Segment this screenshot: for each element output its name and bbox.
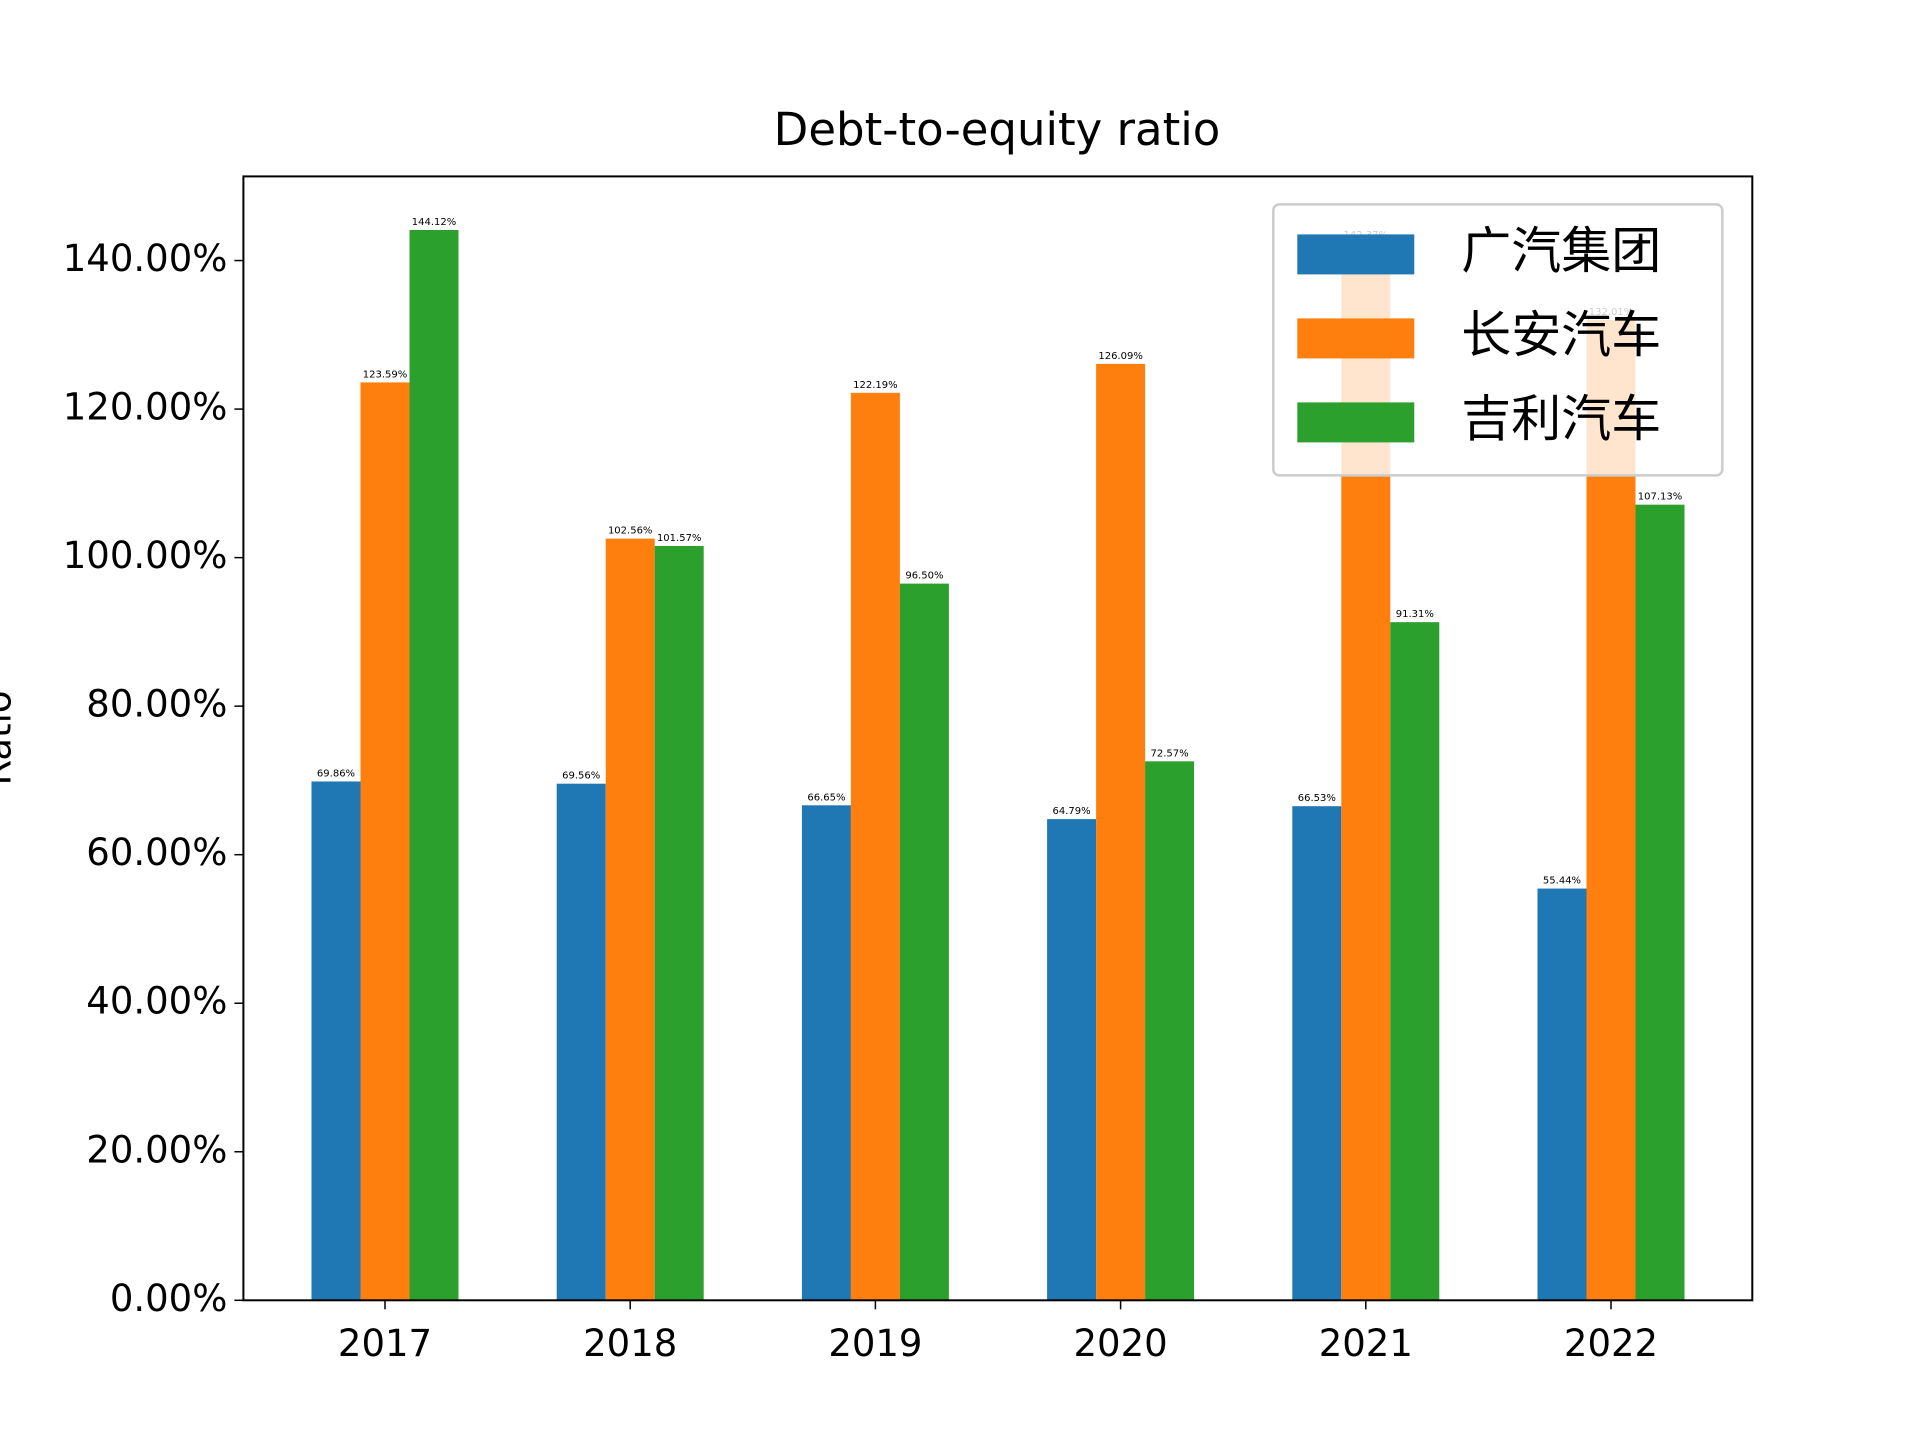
plot-frame bbox=[242, 175, 1754, 1302]
bar bbox=[1145, 761, 1195, 1301]
y-tick-label: 40.00% bbox=[86, 980, 227, 1023]
y-tick-label: 120.00% bbox=[63, 386, 228, 429]
bar bbox=[360, 382, 410, 1301]
value-label: 96.50% bbox=[905, 571, 943, 582]
bar bbox=[850, 392, 900, 1301]
value-label: 66.53% bbox=[1298, 793, 1336, 804]
bar bbox=[1635, 504, 1685, 1301]
value-label: 69.56% bbox=[562, 771, 600, 782]
x-tick-label: 2019 bbox=[828, 1322, 922, 1365]
value-label: 91.31% bbox=[1396, 609, 1434, 620]
chart-title: Debt-to-equity ratio bbox=[774, 103, 1221, 156]
bar bbox=[801, 805, 851, 1301]
bar bbox=[1586, 319, 1636, 1301]
y-axis-label: Ratio bbox=[0, 691, 20, 786]
legend-label: 吉利汽车 bbox=[1461, 390, 1661, 448]
x-tick-label: 2022 bbox=[1564, 1322, 1658, 1365]
y-tick-label: 60.00% bbox=[86, 831, 227, 874]
bar bbox=[1292, 806, 1342, 1301]
bar bbox=[605, 538, 655, 1301]
bar bbox=[1390, 622, 1440, 1301]
bar bbox=[556, 783, 606, 1301]
value-label: 144.12% bbox=[412, 217, 457, 228]
y-tick-label: 80.00% bbox=[86, 683, 227, 726]
legend-swatch bbox=[1297, 318, 1415, 359]
value-label: 107.13% bbox=[1638, 492, 1683, 503]
y-tick-label: 140.00% bbox=[63, 237, 228, 280]
x-tick-label: 2021 bbox=[1319, 1322, 1413, 1365]
legend-label: 长安汽车 bbox=[1461, 306, 1661, 364]
legend-label: 广汽集团 bbox=[1461, 222, 1661, 280]
value-label: 66.65% bbox=[807, 792, 845, 803]
value-label: 123.59% bbox=[363, 369, 408, 380]
bar bbox=[1047, 819, 1097, 1301]
bar bbox=[1537, 888, 1587, 1301]
value-label: 55.44% bbox=[1543, 876, 1581, 887]
value-label: 101.57% bbox=[657, 533, 702, 544]
x-tick-label: 2017 bbox=[338, 1322, 432, 1365]
value-label: 126.09% bbox=[1098, 351, 1143, 362]
bar bbox=[654, 545, 704, 1301]
value-label: 122.19% bbox=[853, 380, 898, 391]
legend-swatch bbox=[1297, 234, 1415, 275]
value-label: 69.86% bbox=[317, 768, 355, 779]
value-label: 102.56% bbox=[608, 526, 653, 537]
y-tick-label: 0.00% bbox=[110, 1277, 228, 1320]
value-label: 72.57% bbox=[1151, 748, 1189, 759]
x-tick-label: 2018 bbox=[583, 1322, 677, 1365]
x-tick-label: 2020 bbox=[1074, 1322, 1168, 1365]
legend-swatch bbox=[1297, 402, 1415, 443]
bar bbox=[899, 583, 949, 1301]
bar bbox=[1096, 363, 1146, 1301]
bar bbox=[409, 229, 459, 1301]
y-tick-label: 20.00% bbox=[86, 1128, 227, 1171]
bar bbox=[311, 781, 361, 1301]
y-tick-label: 100.00% bbox=[63, 534, 228, 577]
value-label: 64.79% bbox=[1053, 806, 1091, 817]
